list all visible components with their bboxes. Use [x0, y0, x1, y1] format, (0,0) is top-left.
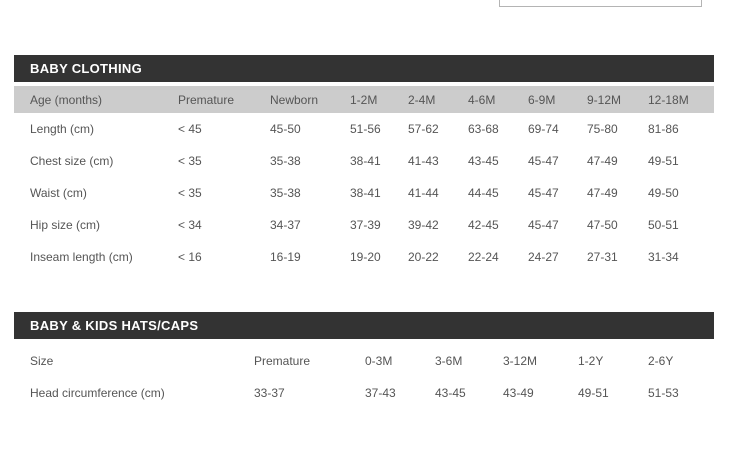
table-row-size: Size Premature 0-3M 3-6M 3-12M 1-2Y 2-6Y: [14, 345, 714, 377]
cell: 33-37: [254, 386, 285, 400]
row-label: Length (cm): [30, 122, 95, 136]
cell: 34-37: [270, 218, 301, 232]
cell: 35-38: [270, 154, 301, 168]
column-header-9-12m: 9-12M: [587, 92, 622, 107]
table-row-chest: Chest size (cm) < 35 35-38 38-41 41-43 4…: [14, 145, 714, 177]
cell: 38-41: [350, 186, 381, 200]
table-row-length: Length (cm) < 45 45-50 51-56 57-62 63-68…: [14, 113, 714, 145]
cell: 51-53: [648, 386, 679, 400]
cell: 16-19: [270, 250, 301, 264]
cell: 1-2Y: [578, 354, 604, 368]
cell: 43-49: [503, 386, 534, 400]
cell: 45-47: [528, 154, 559, 168]
cell: 20-22: [408, 250, 439, 264]
cell: 47-49: [587, 186, 618, 200]
cell: < 35: [178, 186, 202, 200]
table-title: BABY & KIDS HATS/CAPS: [30, 318, 199, 333]
cell: 22-24: [468, 250, 499, 264]
column-header-premature: Premature: [178, 92, 235, 107]
cell: 24-27: [528, 250, 559, 264]
cell: 37-39: [350, 218, 381, 232]
table-row-head-circumference: Head circumference (cm) 33-37 37-43 43-4…: [14, 377, 714, 409]
cell: < 35: [178, 154, 202, 168]
cell: 47-49: [587, 154, 618, 168]
cell: 49-51: [578, 386, 609, 400]
cell: 50-51: [648, 218, 679, 232]
cell: 3-12M: [503, 354, 538, 368]
cell: 57-62: [408, 122, 439, 136]
cell: 27-31: [587, 250, 618, 264]
cell: 35-38: [270, 186, 301, 200]
cell: 49-50: [648, 186, 679, 200]
column-header-12-18m: 12-18M: [648, 92, 689, 107]
row-label: Head circumference (cm): [30, 386, 165, 400]
table-header-row: Age (months) Premature Newborn 1-2M 2-4M…: [14, 86, 714, 113]
column-header-6-9m: 6-9M: [528, 92, 556, 107]
table-row-waist: Waist (cm) < 35 35-38 38-41 41-44 44-45 …: [14, 177, 714, 209]
cell: 31-34: [648, 250, 679, 264]
row-label: Waist (cm): [30, 186, 87, 200]
cell: 44-45: [468, 186, 499, 200]
cell: Premature: [254, 354, 311, 368]
column-header-age: Age (months): [30, 92, 103, 107]
row-label: Hip size (cm): [30, 218, 101, 232]
cell: 51-56: [350, 122, 381, 136]
cell: < 16: [178, 250, 202, 264]
table-row-inseam: Inseam length (cm) < 16 16-19 19-20 20-2…: [14, 241, 714, 273]
top-input[interactable]: [499, 0, 702, 7]
cell: 81-86: [648, 122, 679, 136]
row-label: Chest size (cm): [30, 154, 114, 168]
cell: < 45: [178, 122, 202, 136]
hats-caps-title-bar: BABY & KIDS HATS/CAPS: [14, 312, 714, 339]
cell: 0-3M: [365, 354, 393, 368]
cell: 37-43: [365, 386, 396, 400]
cell: 3-6M: [435, 354, 463, 368]
baby-clothing-grid: Age (months) Premature Newborn 1-2M 2-4M…: [14, 86, 714, 273]
hats-caps-grid: Size Premature 0-3M 3-6M 3-12M 1-2Y 2-6Y…: [14, 345, 714, 409]
cell: 69-74: [528, 122, 559, 136]
cell: 38-41: [350, 154, 381, 168]
table-row-hip: Hip size (cm) < 34 34-37 37-39 39-42 42-…: [14, 209, 714, 241]
cell: 43-45: [435, 386, 466, 400]
row-label: Inseam length (cm): [30, 250, 133, 264]
cell: 41-44: [408, 186, 439, 200]
table-title: BABY CLOTHING: [30, 61, 142, 76]
cell: 75-80: [587, 122, 618, 136]
baby-clothing-table: BABY CLOTHING Age (months) Premature New…: [14, 55, 714, 273]
column-header-2-4m: 2-4M: [408, 92, 436, 107]
cell: 63-68: [468, 122, 499, 136]
row-label: Size: [30, 354, 54, 368]
baby-clothing-title-bar: BABY CLOTHING: [14, 55, 714, 82]
cell: 39-42: [408, 218, 439, 232]
cell: < 34: [178, 218, 202, 232]
cell: 45-47: [528, 186, 559, 200]
cell: 45-50: [270, 122, 301, 136]
cell: 19-20: [350, 250, 381, 264]
cell: 41-43: [408, 154, 439, 168]
cell: 49-51: [648, 154, 679, 168]
column-header-1-2m: 1-2M: [350, 92, 378, 107]
cell: 43-45: [468, 154, 499, 168]
cell: 45-47: [528, 218, 559, 232]
cell: 42-45: [468, 218, 499, 232]
cell: 47-50: [587, 218, 618, 232]
column-header-newborn: Newborn: [270, 92, 319, 107]
cell: 2-6Y: [648, 354, 674, 368]
column-header-4-6m: 4-6M: [468, 92, 496, 107]
hats-caps-table: BABY & KIDS HATS/CAPS Size Premature 0-3…: [14, 312, 714, 409]
